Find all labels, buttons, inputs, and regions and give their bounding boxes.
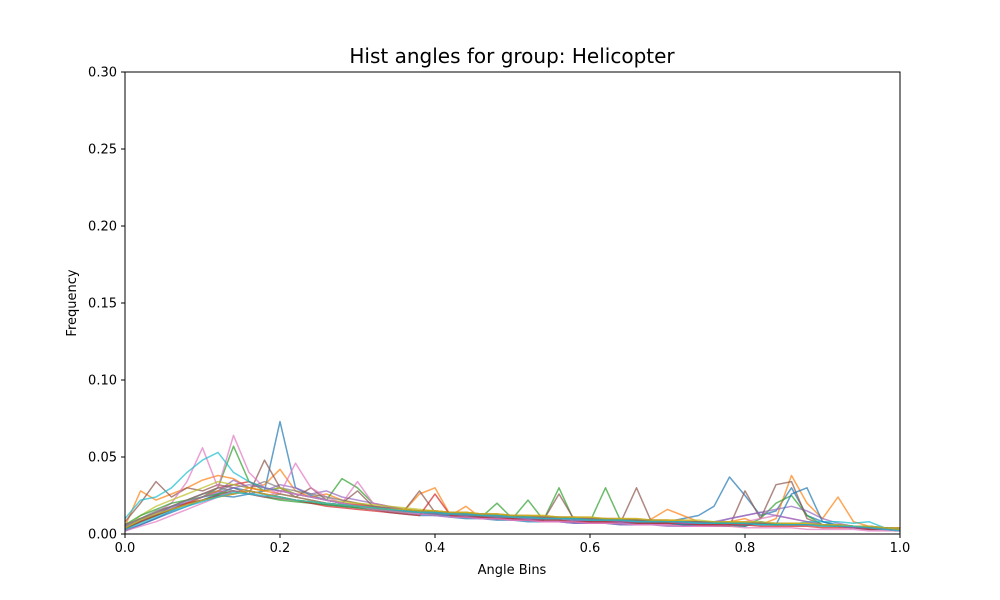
y-tick-label: 0.00 [88,528,117,543]
axes-layer: 0.0 0.2 0.4 0.6 0.8 1.0 0.00 0.05 0.10 0.15 0.20 0.… [88,66,910,557]
y-tick-label: 0.10 [88,374,117,389]
y-tick-label: 0.15 [88,297,117,312]
y-tick-label: 0.20 [88,220,117,235]
y-tick-label: 0.25 [88,143,117,158]
x-tick-label: 0.0 [115,541,136,556]
x-axis-label: Angle Bins [478,563,547,578]
x-tick-label: 0.2 [270,541,291,556]
y-tick-label: 0.05 [88,451,117,466]
chart-title: Hist angles for group: Helicopter [349,44,675,68]
y-tick-label: 0.30 [88,66,117,81]
y-axis-label: Frequency [65,269,80,336]
x-tick-label: 0.6 [580,541,601,556]
x-tick-label: 1.0 [890,541,911,556]
series-line-4 [124,480,900,529]
x-tick-label: 0.4 [425,541,446,556]
series-line-19 [124,490,901,531]
x-tick-label: 0.8 [735,541,756,556]
series-line-20 [124,491,901,532]
series-layer [124,420,901,532]
